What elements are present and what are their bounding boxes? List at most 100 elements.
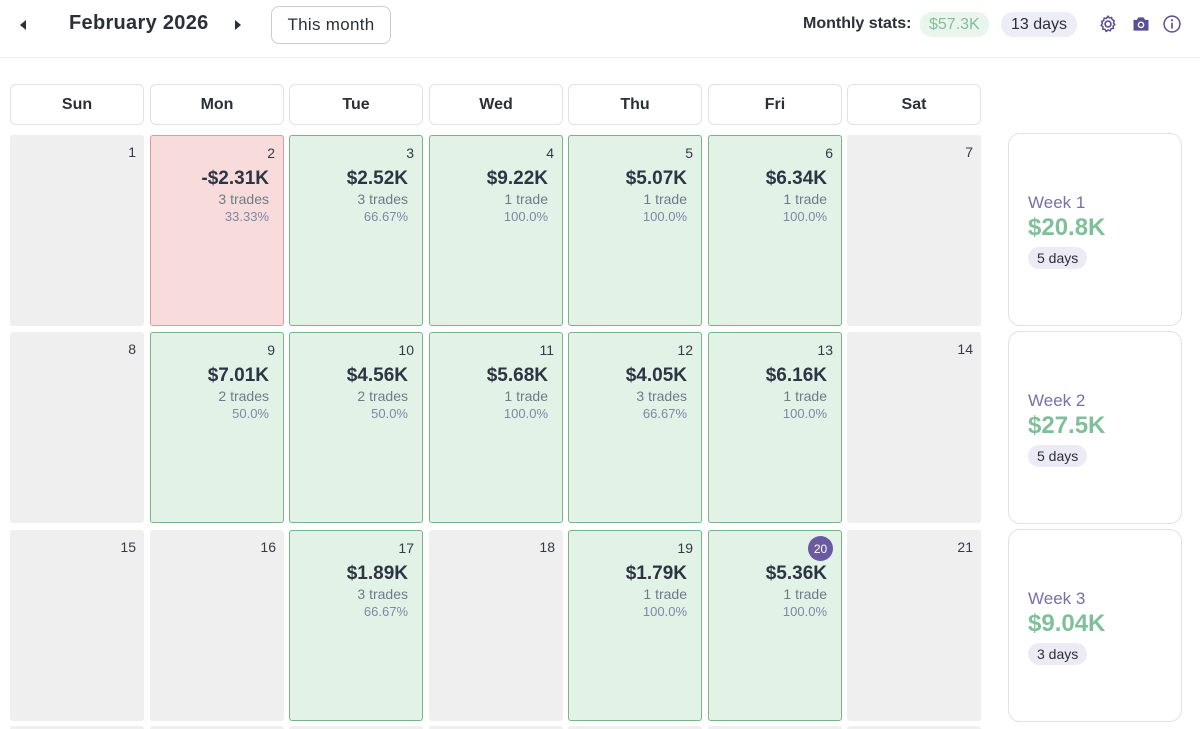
day-pnl: $6.34K xyxy=(765,168,827,189)
day-win-rate: 100.0% xyxy=(642,209,687,224)
weekday-header-sat: Sat xyxy=(847,84,981,125)
day-number: 2 xyxy=(267,145,275,161)
weekday-header-tue: Tue xyxy=(289,84,423,125)
day-trade-count: 2 trades xyxy=(357,388,408,404)
week-label: Week 1 xyxy=(1028,193,1086,212)
day-number: 3 xyxy=(406,145,414,161)
day-cell[interactable]: 10 $4.56K 2 trades 50.0% xyxy=(289,332,423,523)
day-trade-count: 2 trades xyxy=(218,388,269,404)
week-label: Week 3 xyxy=(1028,589,1086,608)
weekday-header-mon: Mon xyxy=(150,84,284,125)
day-pnl: $4.05K xyxy=(625,365,687,386)
day-win-rate: 100.0% xyxy=(503,209,548,224)
day-cell[interactable]: 3 $2.52K 3 trades 66.67% xyxy=(289,135,423,326)
day-cell[interactable]: 6 $6.34K 1 trade 100.0% xyxy=(708,135,842,326)
day-win-rate: 100.0% xyxy=(782,406,827,421)
week-days-badge: 5 days xyxy=(1028,247,1088,269)
screenshot-button[interactable] xyxy=(1131,14,1151,34)
day-cell[interactable]: 7 xyxy=(847,135,981,326)
day-number: 6 xyxy=(825,145,833,161)
day-cell[interactable]: 13 $6.16K 1 trade 100.0% xyxy=(708,332,842,523)
day-pnl: $5.36K xyxy=(765,563,827,584)
week-pnl: $20.8K xyxy=(1028,214,1106,241)
day-number: 14 xyxy=(957,341,973,357)
day-pnl: $7.01K xyxy=(207,365,269,386)
day-number: 13 xyxy=(817,342,833,358)
day-number: 12 xyxy=(677,342,693,358)
day-trade-count: 1 trade xyxy=(643,586,687,602)
day-number: 7 xyxy=(965,144,973,160)
next-row-cell-partial xyxy=(568,726,702,729)
day-trade-count: 3 trades xyxy=(357,191,408,207)
day-trade-count: 3 trades xyxy=(636,388,687,404)
day-number: 18 xyxy=(539,539,555,555)
prev-month-button[interactable] xyxy=(13,15,33,35)
day-number: 21 xyxy=(957,539,973,555)
this-month-button[interactable]: This month xyxy=(271,6,391,44)
week-summary-card[interactable]: Week 3 $9.04K 3 days xyxy=(1008,529,1182,722)
weekday-header-thu: Thu xyxy=(568,84,702,125)
next-month-button[interactable] xyxy=(228,15,248,35)
day-pnl: $4.56K xyxy=(346,365,408,386)
day-cell[interactable]: 18 xyxy=(429,530,563,721)
settings-button[interactable] xyxy=(1098,14,1118,34)
day-pnl: $5.68K xyxy=(486,365,548,386)
day-cell[interactable]: 2 -$2.31K 3 trades 33.33% xyxy=(150,135,284,326)
week-summary-card[interactable]: Week 2 $27.5K 5 days xyxy=(1008,331,1182,524)
day-cell[interactable]: 16 xyxy=(150,530,284,721)
day-cell[interactable]: 4 $9.22K 1 trade 100.0% xyxy=(429,135,563,326)
monthly-stats-label: Monthly stats: xyxy=(803,15,912,32)
day-win-rate: 100.0% xyxy=(642,604,687,619)
next-row-cell-partial xyxy=(847,726,981,729)
day-number: 5 xyxy=(685,145,693,161)
day-cell[interactable]: 11 $5.68K 1 trade 100.0% xyxy=(429,332,563,523)
week-days-badge: 5 days xyxy=(1028,445,1088,467)
day-pnl: -$2.31K xyxy=(201,168,269,189)
calendar-header: February 2026 This month Monthly stats: … xyxy=(0,0,1200,58)
day-cell[interactable]: 19 $1.79K 1 trade 100.0% xyxy=(568,530,702,721)
today-day-number: 20 xyxy=(808,536,833,561)
day-win-rate: 50.0% xyxy=(232,406,269,421)
day-number: 1 xyxy=(128,144,136,160)
day-cell[interactable]: 12 $4.05K 3 trades 66.67% xyxy=(568,332,702,523)
next-row-cell-partial xyxy=(429,726,563,729)
day-cell[interactable]: 1 xyxy=(10,135,144,326)
day-cell[interactable]: 5 $5.07K 1 trade 100.0% xyxy=(568,135,702,326)
day-cell[interactable]: 8 xyxy=(10,332,144,523)
day-trade-count: 1 trade xyxy=(504,388,548,404)
week-pnl: $27.5K xyxy=(1028,412,1106,439)
month-title: February 2026 xyxy=(69,12,209,34)
day-cell[interactable]: 15 xyxy=(10,530,144,721)
prev-arrow-icon xyxy=(20,20,26,30)
day-win-rate: 33.33% xyxy=(224,209,269,224)
day-win-rate: 100.0% xyxy=(782,209,827,224)
day-trade-count: 1 trade xyxy=(643,191,687,207)
day-cell[interactable]: 14 xyxy=(847,332,981,523)
week-label: Week 2 xyxy=(1028,391,1086,410)
day-win-rate: 66.67% xyxy=(363,604,408,619)
day-pnl: $1.89K xyxy=(346,563,408,584)
info-icon xyxy=(1163,15,1181,33)
day-pnl: $5.07K xyxy=(625,168,687,189)
day-win-rate: 66.67% xyxy=(642,406,687,421)
day-win-rate: 50.0% xyxy=(371,406,408,421)
next-row-cell-partial xyxy=(289,726,423,729)
day-trade-count: 3 trades xyxy=(218,191,269,207)
week-summary-card[interactable]: Week 1 $20.8K 5 days xyxy=(1008,133,1182,326)
info-button[interactable] xyxy=(1162,14,1182,34)
day-cell[interactable]: 9 $7.01K 2 trades 50.0% xyxy=(150,332,284,523)
day-number: 17 xyxy=(398,540,414,556)
day-trade-count: 1 trade xyxy=(783,586,827,602)
day-pnl: $2.52K xyxy=(346,168,408,189)
next-arrow-icon xyxy=(235,20,241,30)
day-number: 9 xyxy=(267,342,275,358)
weekday-header-sun: Sun xyxy=(10,84,144,125)
week-pnl: $9.04K xyxy=(1028,610,1106,637)
day-win-rate: 100.0% xyxy=(782,604,827,619)
day-cell-today[interactable]: 20 $5.36K 1 trade 100.0% xyxy=(708,530,842,721)
day-cell[interactable]: 17 $1.89K 3 trades 66.67% xyxy=(289,530,423,721)
day-cell[interactable]: 21 xyxy=(847,530,981,721)
day-number: 15 xyxy=(120,539,136,555)
day-trade-count: 1 trade xyxy=(783,388,827,404)
next-row-cell-partial xyxy=(708,726,842,729)
